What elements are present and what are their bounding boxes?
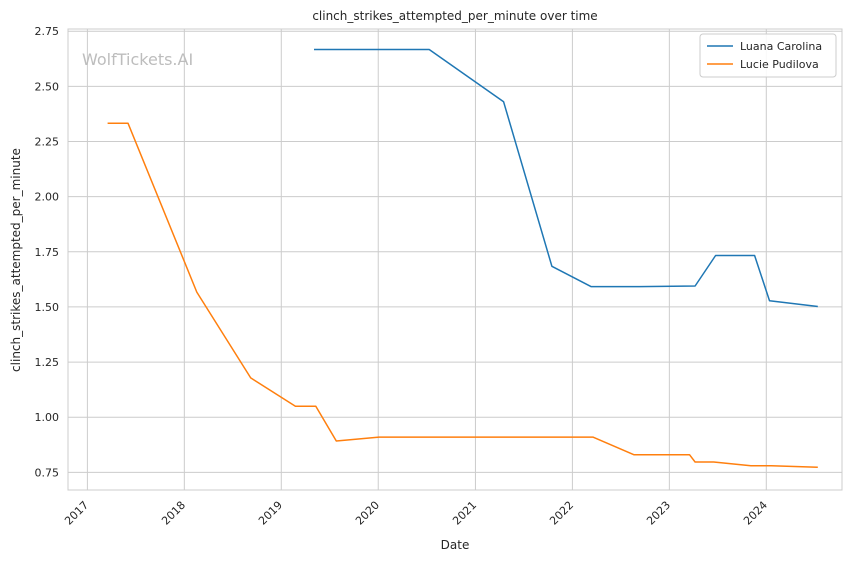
series-1-point: [250, 377, 252, 379]
legend-label-1: Lucie Pudilova: [740, 58, 819, 71]
series-line-1: [107, 122, 818, 469]
x-axis-ticks: 2017 2018 2019 2020 2021 2022 2023 2024: [62, 499, 770, 528]
y-tick-label: 2.75: [35, 25, 60, 38]
x-tick-label: 2024: [741, 499, 770, 528]
series-1-point: [378, 436, 380, 438]
legend-label-0: Luana Carolina: [740, 40, 822, 53]
grid: [68, 29, 842, 490]
legend: Luana Carolina Lucie Pudilova: [699, 33, 837, 78]
series-layer: [107, 48, 819, 469]
y-tick-label: 0.75: [35, 466, 60, 479]
x-tick-label: 2017: [62, 499, 91, 528]
series-1-point: [750, 465, 752, 467]
series-0-point: [715, 255, 717, 257]
series-1-point: [770, 465, 772, 467]
watermark: WolfTickets.AI: [82, 50, 193, 69]
x-tick-label: 2020: [353, 499, 382, 528]
x-tick-label: 2021: [450, 499, 479, 528]
series-1-point: [107, 122, 109, 124]
y-tick-label: 1.25: [35, 356, 60, 369]
series-0-point: [503, 101, 505, 103]
series-1-point: [633, 454, 635, 456]
y-tick-label: 1.50: [35, 301, 60, 314]
series-0-point: [754, 255, 756, 257]
series-1-point: [817, 466, 819, 468]
x-tick-label: 2023: [644, 499, 673, 528]
series-0-point: [694, 285, 696, 287]
series-1-point: [689, 454, 691, 456]
y-tick-label: 2.25: [35, 135, 60, 148]
series-1-point: [335, 440, 337, 442]
series-0-point: [769, 300, 771, 302]
series-0-point: [551, 265, 553, 267]
x-tick-label: 2022: [547, 499, 576, 528]
series-0-point: [638, 286, 640, 288]
series-1-point: [592, 436, 594, 438]
y-tick-label: 2.50: [35, 80, 60, 93]
y-tick-label: 2.00: [35, 191, 60, 204]
series-1-point: [127, 122, 129, 124]
y-tick-label: 1.75: [35, 246, 60, 259]
series-1-point: [713, 461, 715, 463]
y-axis-title: clinch_strikes_attempted_per_minute: [9, 148, 23, 372]
x-axis-title: Date: [441, 538, 470, 552]
x-tick-label: 2019: [256, 499, 285, 528]
series-1-point: [196, 291, 198, 293]
series-0-point: [817, 306, 819, 308]
series-1-point: [315, 405, 317, 407]
series-0-point: [590, 286, 592, 288]
x-tick-label: 2018: [159, 499, 188, 528]
series-line-0: [314, 48, 818, 308]
series-0-point: [313, 49, 315, 51]
chart-title: clinch_strikes_attempted_per_minute over…: [312, 9, 597, 23]
series-1-point: [694, 461, 696, 463]
series-1-point: [294, 405, 296, 407]
series-0-point: [428, 49, 430, 51]
y-tick-label: 1.00: [35, 411, 60, 424]
legend-box: [699, 33, 837, 78]
y-axis-ticks: 0.75 1.00 1.25 1.50 1.75 2.00 2.25 2.50 2.75: [35, 25, 60, 479]
